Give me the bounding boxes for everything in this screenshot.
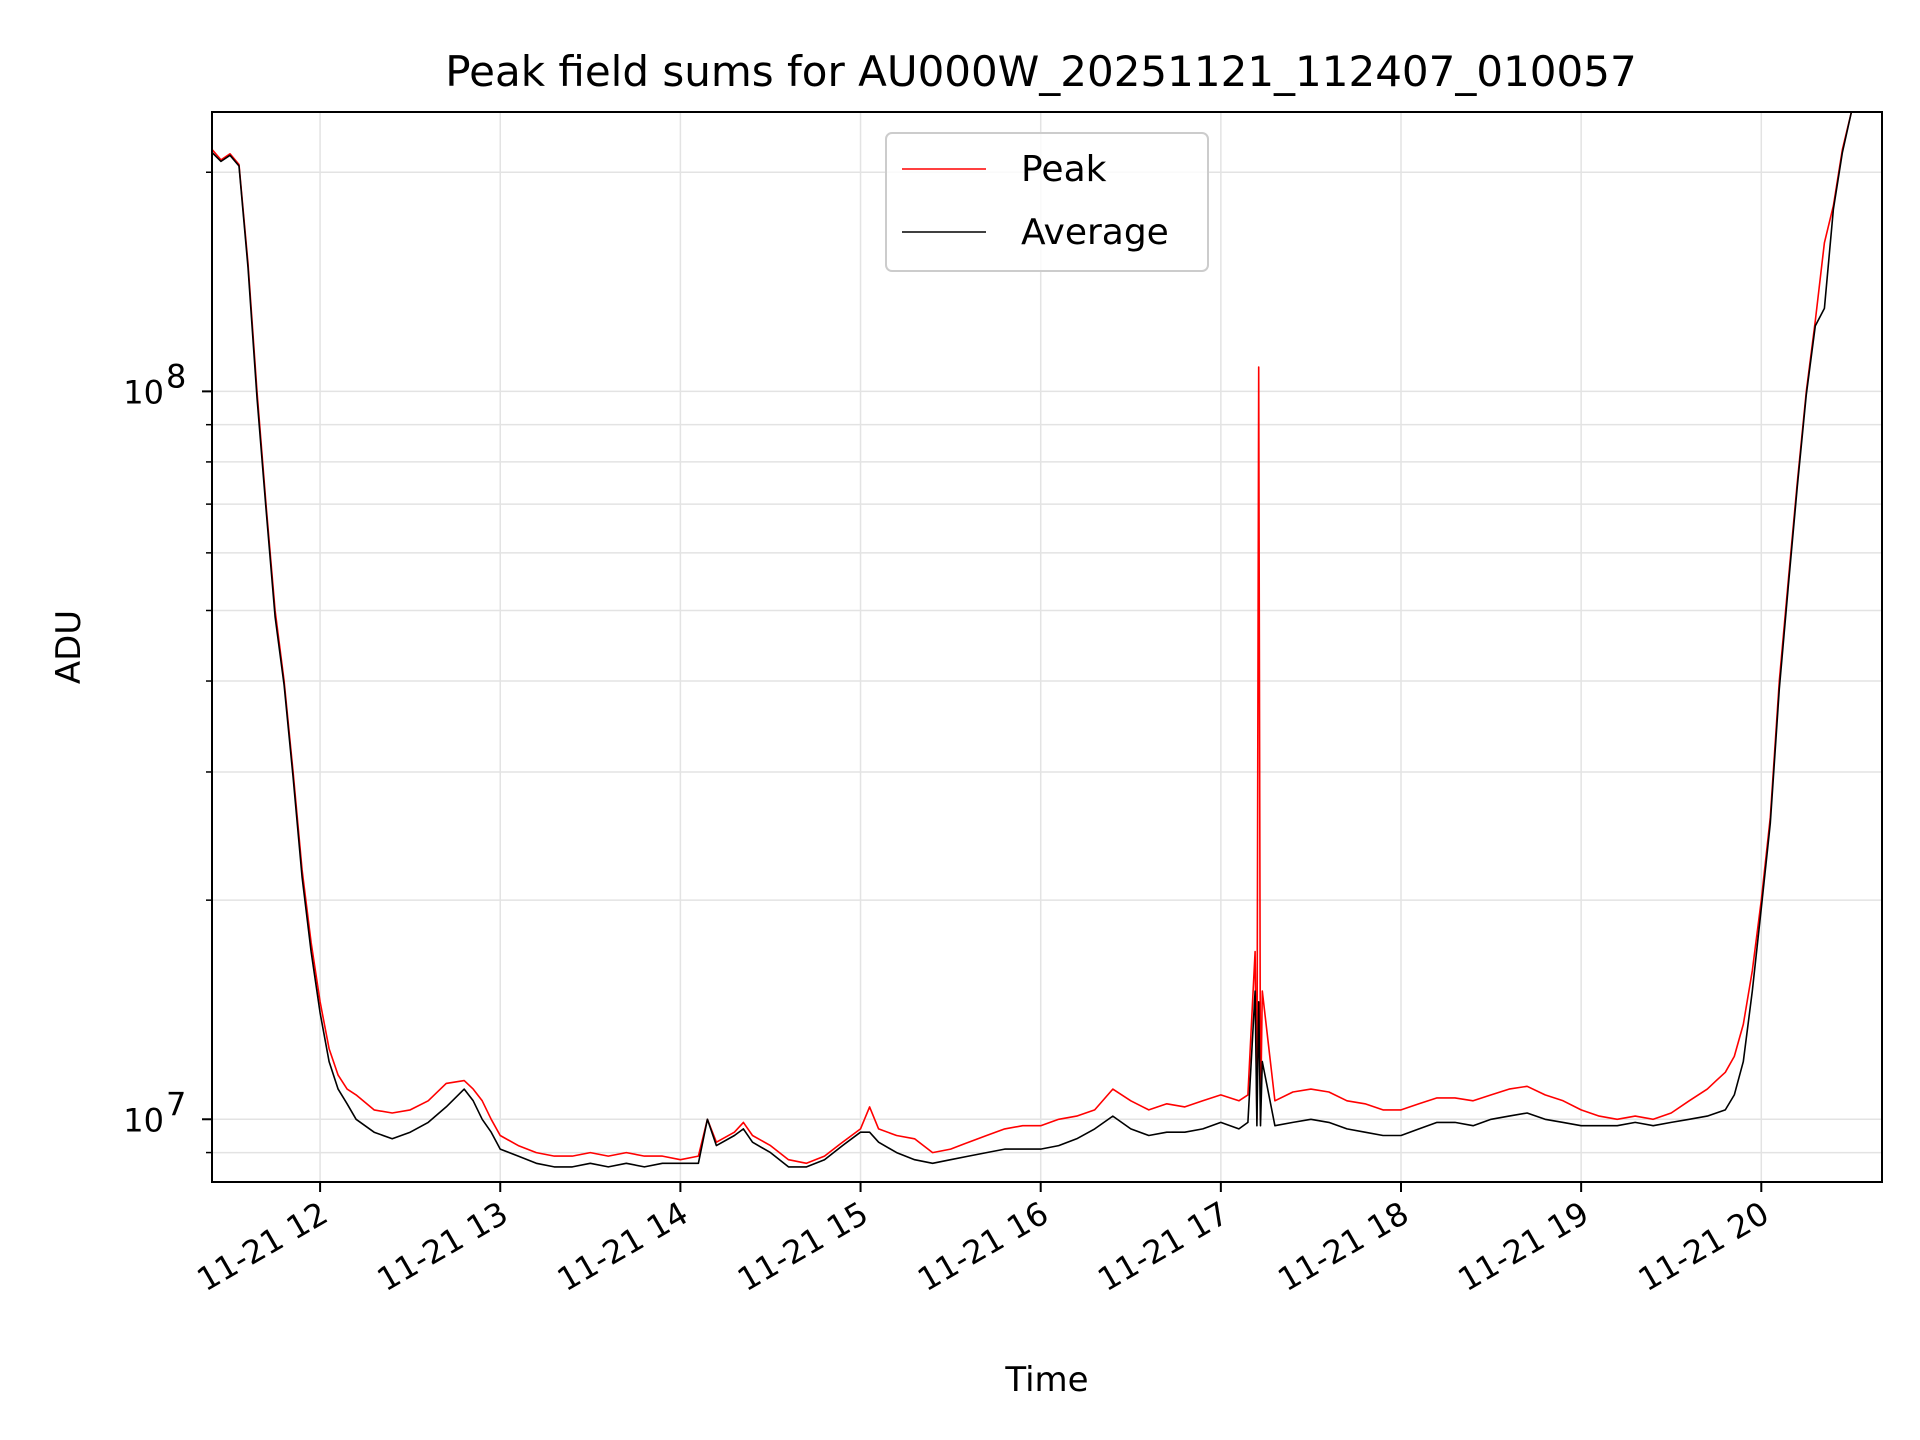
grid <box>212 112 1882 1182</box>
series-line-average <box>211 111 1853 1168</box>
plot-frame <box>211 111 1883 1183</box>
legend-label-average: Average <box>1021 212 1169 253</box>
series-line-peak <box>211 111 1853 1165</box>
y-tick-label-base: 10 <box>123 373 164 411</box>
plot-series <box>211 111 1853 1168</box>
legend: Peak Average <box>885 132 1209 272</box>
y-tick-label-exponent: 7 <box>166 1085 186 1123</box>
y-tick-label-exponent: 8 <box>166 357 186 395</box>
y-axis-label: ADU <box>49 610 89 684</box>
legend-box <box>885 132 1209 272</box>
legend-label-peak: Peak <box>1021 149 1107 190</box>
chart-title: Peak field sums for AU000W_20251121_1124… <box>445 47 1636 96</box>
x-axis-label: Time <box>1004 1360 1088 1400</box>
y-tick-label-base: 10 <box>123 1101 164 1139</box>
